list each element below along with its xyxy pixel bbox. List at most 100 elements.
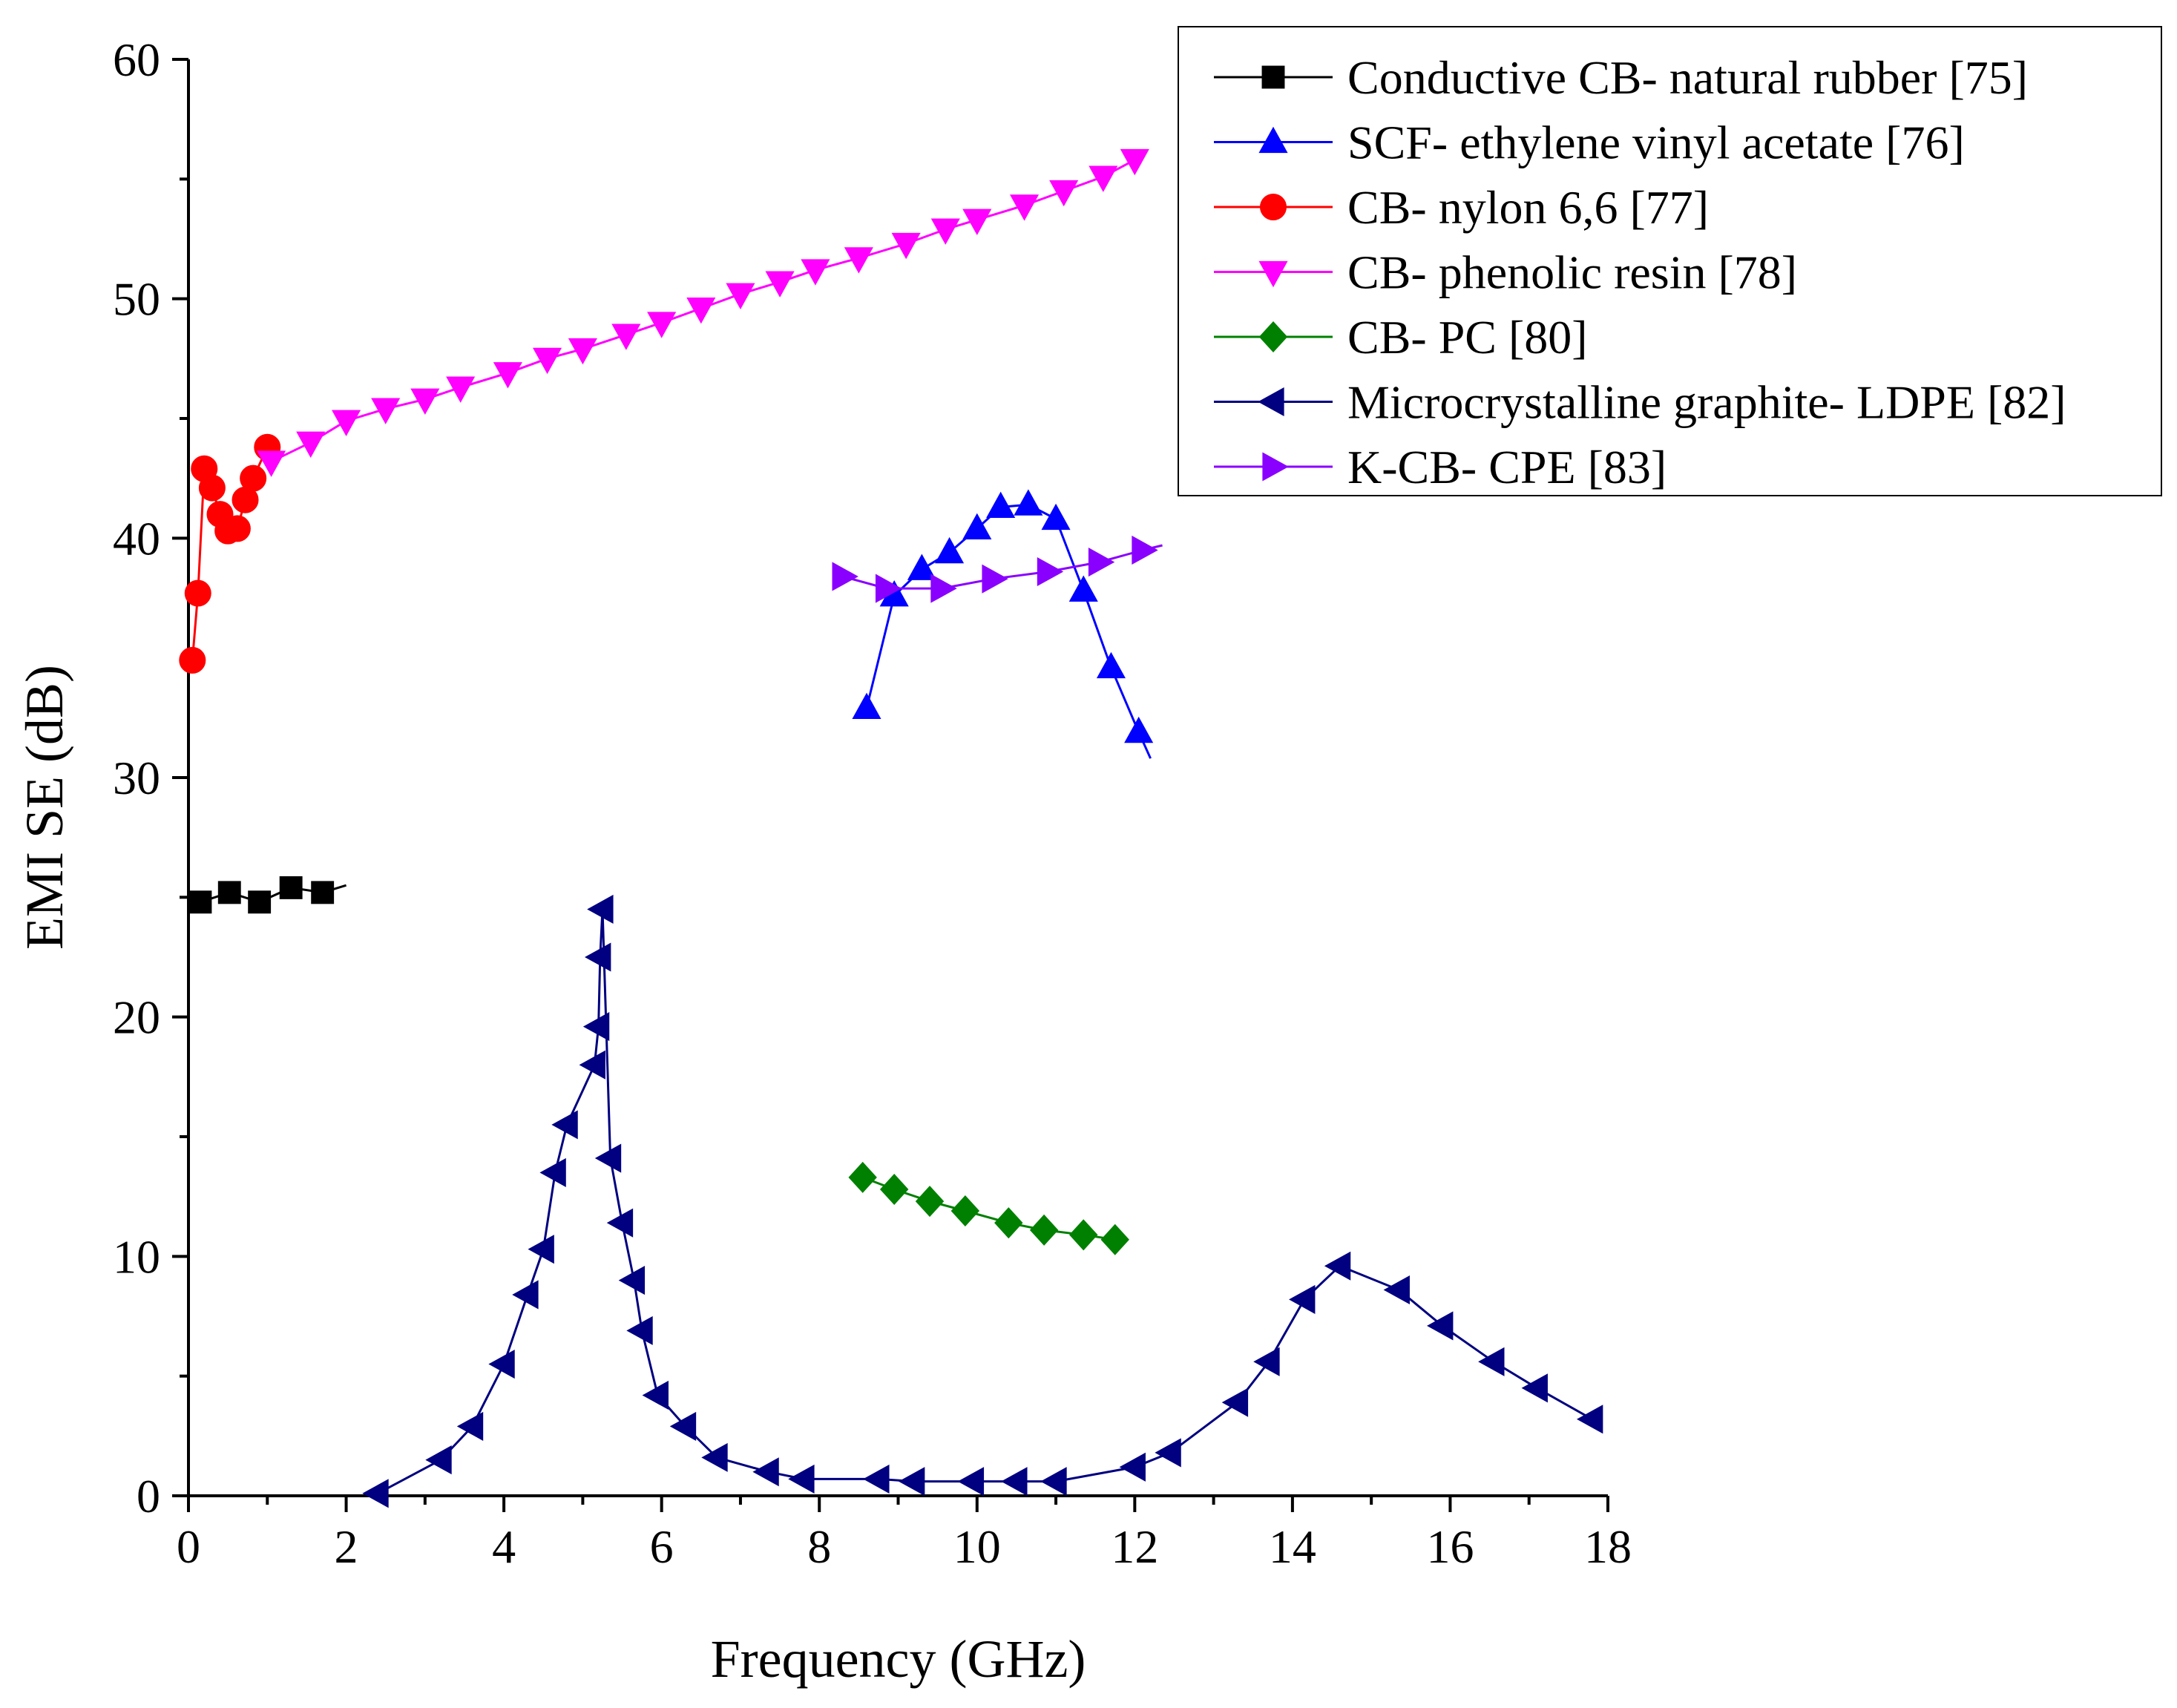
legend-item: CB- phenolic resin [78] <box>1214 246 1797 299</box>
data-point <box>1221 1387 1249 1417</box>
x-tick-label: 10 <box>953 1520 1001 1573</box>
x-tick-label: 8 <box>807 1520 831 1573</box>
data-point <box>726 283 755 309</box>
data-point <box>1069 1219 1098 1251</box>
series-5 <box>848 1161 1129 1255</box>
legend-marker <box>1262 452 1289 482</box>
legend-marker <box>1258 126 1288 154</box>
data-point <box>930 574 957 603</box>
data-point <box>1155 1438 1181 1468</box>
data-point <box>1009 194 1040 221</box>
legend-label: CB- phenolic resin [78] <box>1347 246 1797 299</box>
legend-item: SCF- ethylene vinyl acetate [76] <box>1214 116 1965 169</box>
data-point <box>257 450 286 477</box>
series-layer <box>179 148 1603 1508</box>
data-point <box>765 271 795 298</box>
y-tick-label: 10 <box>113 1230 160 1283</box>
series-3 <box>179 433 281 674</box>
data-point <box>410 388 440 415</box>
data-point <box>1119 1452 1146 1482</box>
data-point <box>1001 1467 1028 1497</box>
x-tick-label: 14 <box>1269 1520 1316 1573</box>
x-tick-label: 12 <box>1111 1520 1158 1573</box>
data-point <box>1478 1347 1505 1376</box>
legend-label: SCF- ethylene vinyl acetate [76] <box>1347 116 1965 169</box>
legend-marker <box>1261 65 1285 89</box>
data-point <box>1132 535 1158 565</box>
legend-item: CB- PC [80] <box>1214 311 1588 364</box>
data-point <box>594 1143 622 1173</box>
series-line <box>377 909 1593 1495</box>
data-point <box>456 1411 484 1441</box>
legend-marker <box>1258 321 1288 353</box>
series-2 <box>852 489 1154 759</box>
data-point <box>1124 716 1154 743</box>
data-point <box>1088 165 1118 192</box>
data-point <box>915 1186 945 1218</box>
data-point <box>579 1050 605 1080</box>
data-point <box>568 338 597 365</box>
data-point <box>982 564 1008 594</box>
y-tick-label: 40 <box>113 512 160 565</box>
data-point <box>311 881 335 904</box>
data-point <box>1521 1373 1548 1403</box>
data-point <box>533 347 562 375</box>
data-point <box>1029 1214 1059 1246</box>
y-axis-title: EMI SE (dB) <box>15 665 74 950</box>
data-point <box>587 894 614 924</box>
data-point <box>585 942 611 972</box>
series-6 <box>362 894 1603 1508</box>
data-point <box>217 881 241 904</box>
legend-label: CB- nylon 6,6 [77] <box>1347 181 1709 234</box>
y-tick-label: 50 <box>113 273 160 326</box>
data-point <box>606 1208 634 1238</box>
legend-label: CB- PC [80] <box>1347 311 1588 364</box>
series-1 <box>188 876 347 914</box>
data-point <box>863 1464 890 1494</box>
data-point <box>198 474 226 502</box>
plot-area: 0 2 4 6 8 10 12 14 16 18 0 10 20 30 40 50 60 <box>113 33 1632 1573</box>
data-point <box>371 398 401 424</box>
data-point <box>1324 1251 1351 1281</box>
data-point <box>848 1161 877 1193</box>
data-point <box>930 218 960 245</box>
legend-item: Microcrystalline graphite- LDPE [82] <box>1214 376 2066 429</box>
data-point <box>488 1349 515 1379</box>
x-tick-label: 6 <box>650 1520 674 1573</box>
data-point <box>832 562 858 591</box>
y-tick-label: 30 <box>113 752 160 804</box>
data-point <box>950 1195 980 1227</box>
data-point <box>962 513 992 540</box>
data-point <box>1289 1284 1316 1314</box>
legend-marker <box>1258 260 1288 288</box>
data-point <box>1120 148 1149 176</box>
x-tick-label: 0 <box>177 1520 200 1573</box>
data-point <box>994 1207 1023 1239</box>
data-point <box>962 208 992 235</box>
data-point <box>1068 575 1098 602</box>
data-point <box>1100 1223 1129 1255</box>
data-point <box>752 1457 779 1487</box>
data-point <box>618 1266 646 1295</box>
data-point <box>188 890 212 914</box>
data-point <box>626 1316 653 1345</box>
data-point <box>296 431 326 459</box>
legend-label: Microcrystalline graphite- LDPE [82] <box>1347 376 2066 429</box>
data-point <box>582 1012 610 1042</box>
data-point <box>875 574 902 603</box>
data-point <box>844 247 873 274</box>
data-point <box>1041 503 1071 531</box>
data-point <box>539 1157 566 1187</box>
x-ticks: 0 2 4 6 8 10 12 14 16 18 <box>177 1496 1632 1573</box>
legend: Conductive CB- natural rubber [75] SCF- e… <box>1178 26 2162 496</box>
data-point <box>1096 651 1126 679</box>
legend-item: K-CB- CPE [83] <box>1214 441 1667 493</box>
y-tick-label: 20 <box>113 991 160 1044</box>
data-point <box>801 259 830 286</box>
legend-label: Conductive CB- natural rubber [75] <box>1347 51 2028 104</box>
data-point <box>1014 489 1043 516</box>
data-point <box>879 1173 909 1206</box>
data-point <box>642 1380 669 1410</box>
data-point <box>891 232 921 260</box>
